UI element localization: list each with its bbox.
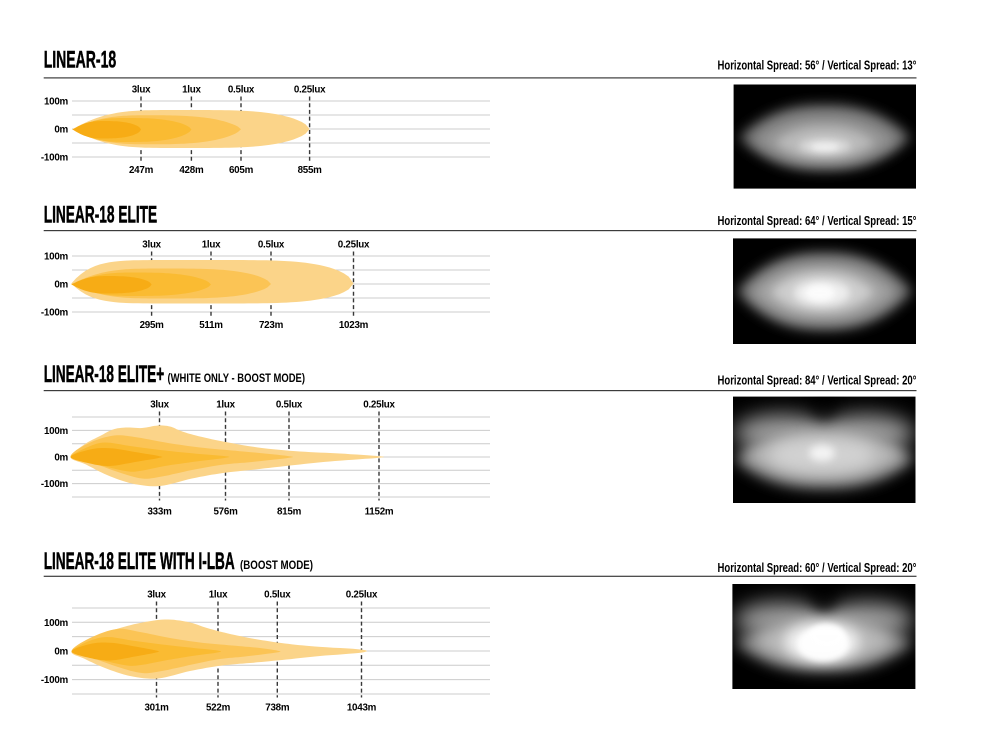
svg-text:576m: 576m <box>213 507 238 518</box>
svg-text:-100m: -100m <box>41 153 69 164</box>
svg-text:815m: 815m <box>277 507 302 518</box>
svg-text:Horizontal Spread: 56° / Ver: Horizontal Spread: 56° / Vertical Spread… <box>718 58 917 73</box>
svg-text:-100m: -100m <box>41 479 69 490</box>
svg-text:1lux: 1lux <box>182 85 201 96</box>
svg-text:0.5lux: 0.5lux <box>258 240 285 251</box>
svg-text:-100m: -100m <box>41 308 69 319</box>
svg-text:3lux: 3lux <box>132 85 151 96</box>
svg-text:Horizontal Spread: 64° / Ver: Horizontal Spread: 64° / Vertical Spread… <box>718 213 917 228</box>
svg-text:LINEAR-18 ELITE: LINEAR-18 ELITE <box>44 202 158 229</box>
svg-text:0m: 0m <box>54 280 68 291</box>
svg-text:Horizontal Spread: 60° / Ver: Horizontal Spread: 60° / Vertical Spread… <box>718 560 917 575</box>
svg-text:855m: 855m <box>298 165 323 176</box>
svg-text:0.5lux: 0.5lux <box>264 590 291 601</box>
svg-text:Horizontal Spread: 84° / Ver: Horizontal Spread: 84° / Vertical Spread… <box>718 373 917 388</box>
svg-text:0m: 0m <box>54 125 68 136</box>
svg-text:522m: 522m <box>206 703 231 714</box>
svg-text:0m: 0m <box>54 647 68 658</box>
svg-text:1043m: 1043m <box>347 703 377 714</box>
svg-text:(WHITE ONLY - BOOST MODE): (WHITE ONLY - BOOST MODE) <box>168 373 306 385</box>
svg-text:3lux: 3lux <box>150 400 169 411</box>
svg-text:0.25lux: 0.25lux <box>294 85 326 96</box>
svg-text:301m: 301m <box>144 703 169 714</box>
svg-text:100m: 100m <box>44 252 69 263</box>
svg-text:-100m: -100m <box>41 675 69 686</box>
svg-text:605m: 605m <box>229 165 254 176</box>
svg-text:1152m: 1152m <box>365 507 394 518</box>
svg-text:LINEAR-18 ELITE+: LINEAR-18 ELITE+ <box>44 361 165 388</box>
svg-text:3lux: 3lux <box>142 240 161 251</box>
svg-text:0.5lux: 0.5lux <box>228 85 255 96</box>
svg-text:295m: 295m <box>140 320 165 331</box>
svg-text:100m: 100m <box>44 426 69 437</box>
svg-text:LINEAR-18: LINEAR-18 <box>44 47 117 74</box>
svg-text:247m: 247m <box>129 165 154 176</box>
svg-text:0.5lux: 0.5lux <box>276 400 303 411</box>
svg-text:333m: 333m <box>147 507 172 518</box>
svg-text:LINEAR-18 ELITE WITH I-LBA: LINEAR-18 ELITE WITH I-LBA <box>44 548 235 575</box>
svg-text:100m: 100m <box>44 97 69 108</box>
svg-text:1lux: 1lux <box>216 400 235 411</box>
svg-text:(BOOST MODE): (BOOST MODE) <box>240 560 313 572</box>
svg-text:1lux: 1lux <box>209 590 228 601</box>
svg-text:738m: 738m <box>265 703 290 714</box>
svg-text:1lux: 1lux <box>202 240 221 251</box>
svg-text:428m: 428m <box>179 165 204 176</box>
svg-text:0.25lux: 0.25lux <box>338 240 370 251</box>
svg-text:100m: 100m <box>44 618 69 629</box>
svg-text:1023m: 1023m <box>339 320 369 331</box>
svg-text:0m: 0m <box>54 453 68 464</box>
svg-text:0.25lux: 0.25lux <box>346 590 378 601</box>
svg-text:723m: 723m <box>259 320 284 331</box>
svg-text:511m: 511m <box>199 320 223 331</box>
svg-text:0.25lux: 0.25lux <box>363 400 395 411</box>
svg-text:3lux: 3lux <box>147 590 166 601</box>
